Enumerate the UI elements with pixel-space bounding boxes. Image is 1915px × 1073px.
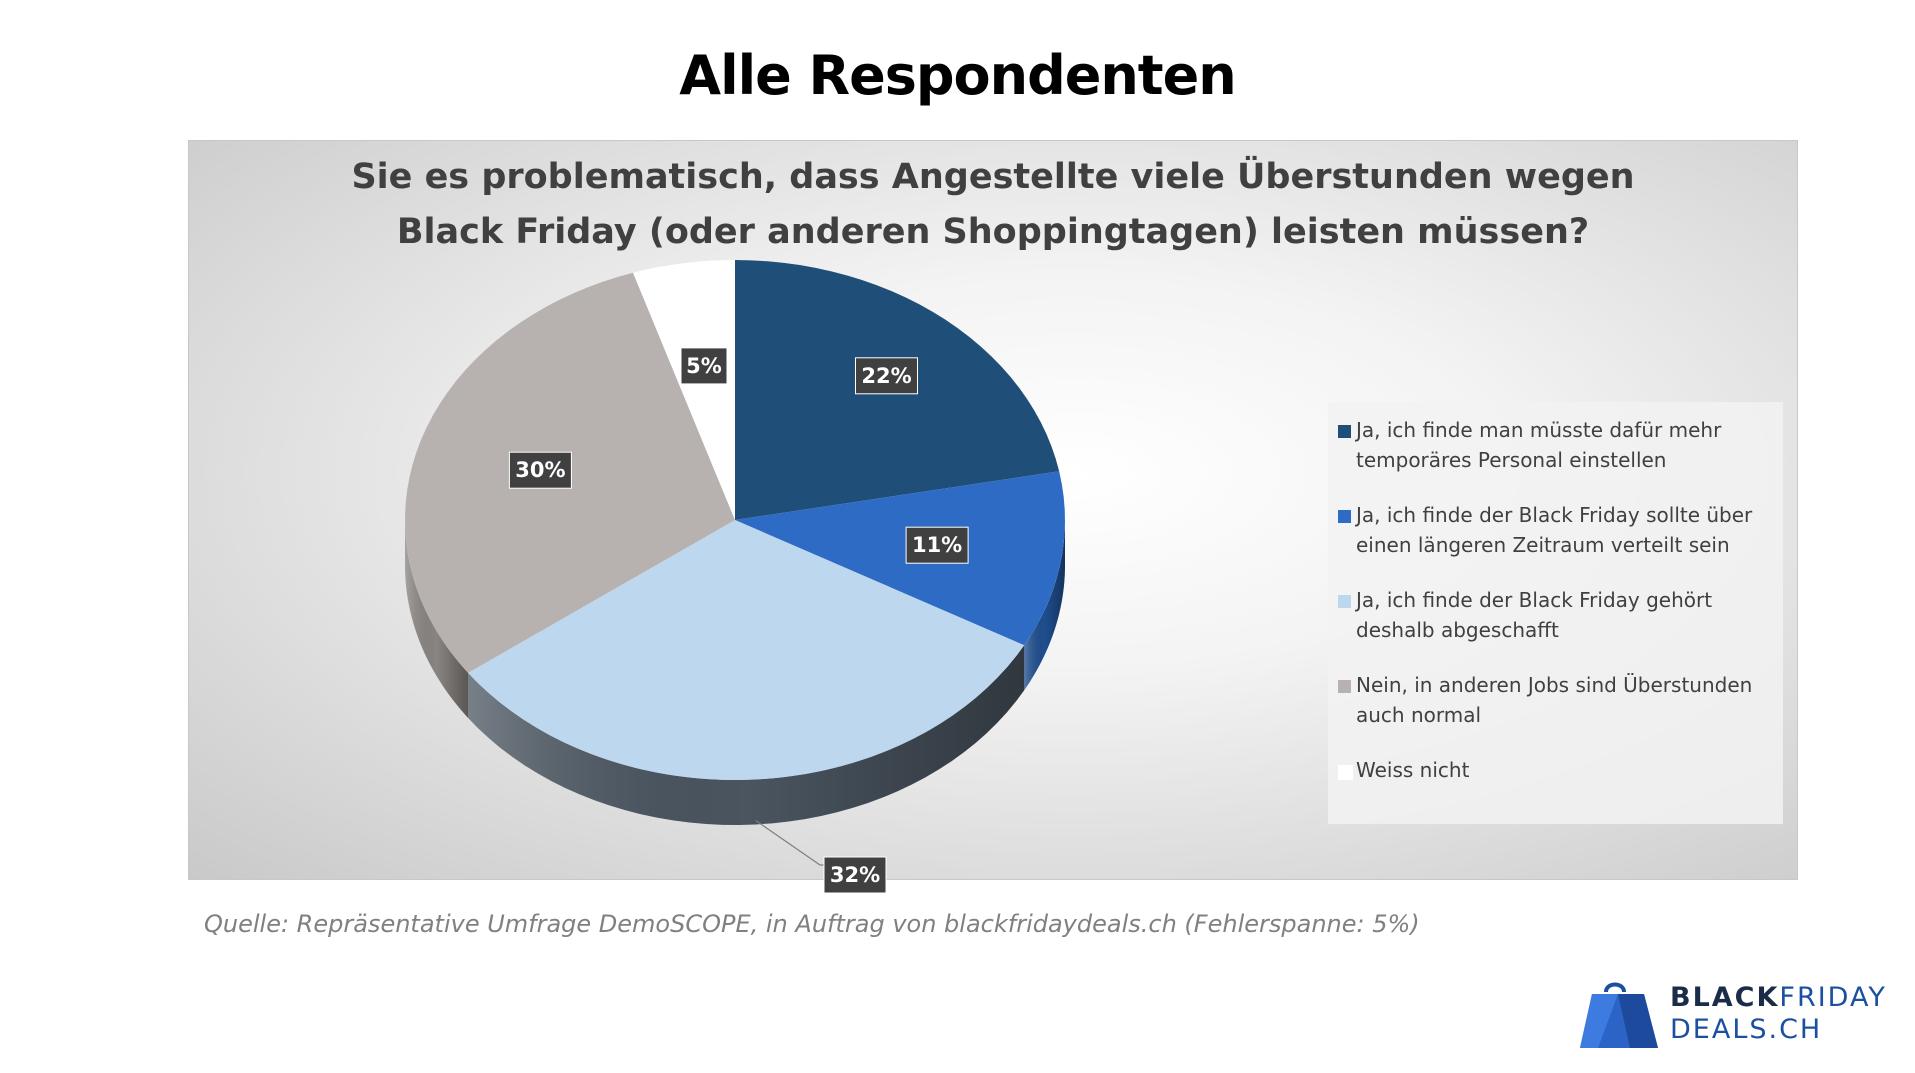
brand-logo: BLACKFRIDAY DEALS.CH xyxy=(1578,972,1888,1052)
data-label-box-1 xyxy=(855,357,918,395)
legend-label-3: Ja, ich finde der Black Friday gehört de… xyxy=(1356,588,1713,642)
data-label-box-3 xyxy=(823,856,887,894)
data-label-text-4: 30% xyxy=(515,458,565,482)
pie-side-shade-3 xyxy=(468,645,1025,825)
pie-slices xyxy=(405,260,1065,780)
legend-swatch-2 xyxy=(1338,510,1351,523)
chart-title-line-1: Sie es problematisch, dass Angestellte v… xyxy=(351,157,1635,197)
data-label-text-1: 22% xyxy=(861,364,911,388)
legend-swatch-3 xyxy=(1338,595,1351,608)
data-label-4: 30% xyxy=(508,451,572,489)
logo-word-deals: DEALS.CH xyxy=(1670,1014,1823,1045)
data-label-box-2 xyxy=(905,526,969,564)
leader-line-3 xyxy=(755,820,825,866)
pie-slice-5 xyxy=(633,260,735,520)
legend-swatch-5 xyxy=(1338,765,1353,780)
pie-side-shade-4 xyxy=(405,520,469,718)
data-label-box-5 xyxy=(680,347,728,385)
data-label-1: 22% xyxy=(855,357,918,395)
data-label-2: 11% xyxy=(905,526,969,564)
pie-data-labels: 22% 11% 32% 30% 5% xyxy=(508,347,969,894)
data-label-5: 5% xyxy=(680,347,728,385)
chart-title: Sie es problematisch, dass Angestellte v… xyxy=(188,150,1798,260)
source-note: Quelle: Repräsentative Umfrage DemoSCOPE… xyxy=(204,910,1420,938)
logo-word-black: BLACK xyxy=(1670,982,1780,1013)
pie-slice-3 xyxy=(468,520,1025,780)
logo-wordmark: BLACKFRIDAY DEALS.CH xyxy=(1670,982,1887,1046)
legend-label-2: Ja, ich finde der Black Friday sollte üb… xyxy=(1356,503,1753,557)
legend-swatch-4 xyxy=(1338,680,1351,693)
data-label-text-3: 32% xyxy=(830,863,880,887)
legend-label-5: Weiss nicht xyxy=(1356,758,1470,782)
pie-side-shade-2 xyxy=(1024,520,1065,691)
data-label-text-5: 5% xyxy=(686,354,722,378)
logo-word-friday: FRIDAY xyxy=(1779,982,1887,1013)
data-label-3: 32% xyxy=(823,856,887,894)
legend-label-4: Nein, in anderen Jobs sind Überstunden a… xyxy=(1356,673,1753,727)
pie-slice-2 xyxy=(735,471,1065,646)
legend-swatch-1 xyxy=(1338,425,1351,438)
page-title: Alle Respondenten xyxy=(679,44,1236,107)
data-label-text-2: 11% xyxy=(912,533,962,557)
chart-title-line-2: Black Friday (oder anderen Shoppingtagen… xyxy=(396,212,1590,252)
legend: Ja, ich finde man müsste dafür mehr temp… xyxy=(1328,402,1783,824)
pie-sides xyxy=(405,520,1065,825)
data-label-box-4 xyxy=(508,451,572,489)
shopping-bag-icon xyxy=(1580,982,1658,1048)
legend-label-1: Ja, ich finde man müsste dafür mehr temp… xyxy=(1356,418,1722,472)
